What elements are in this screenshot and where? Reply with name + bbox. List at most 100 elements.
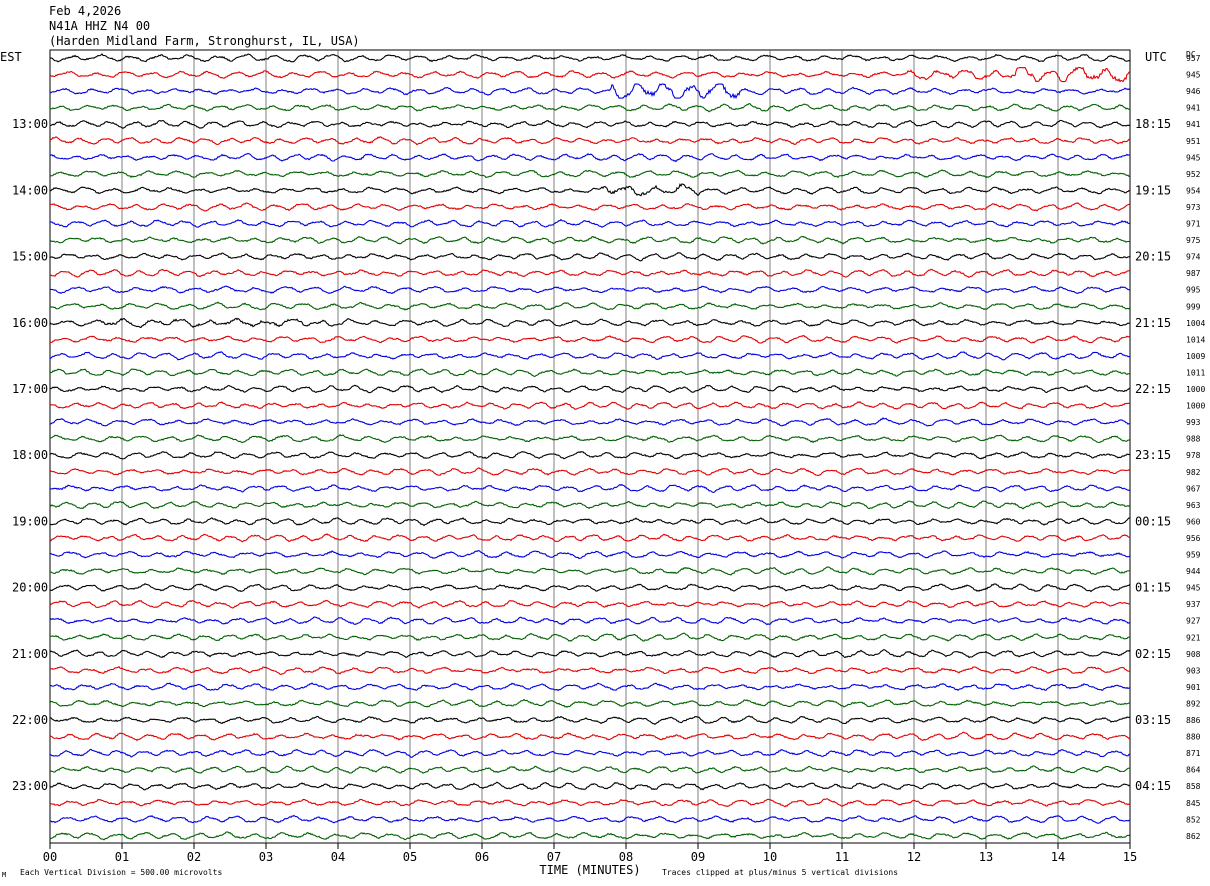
trace-line xyxy=(49,301,1131,311)
trace-line xyxy=(49,682,1131,692)
x-tick-label: 15 xyxy=(1123,850,1137,864)
trace-line xyxy=(49,152,1131,163)
dc-value: 957 xyxy=(1186,54,1201,63)
trace-line xyxy=(49,169,1131,179)
dc-value: 871 xyxy=(1186,749,1201,758)
trace-line xyxy=(49,550,1131,560)
dc-value: 951 xyxy=(1186,137,1201,146)
trace-line xyxy=(49,748,1131,758)
header-station: N41A HHZ N4 00 xyxy=(49,19,151,33)
dc-value: 862 xyxy=(1186,832,1201,841)
trace-line xyxy=(49,649,1131,659)
trace-line xyxy=(49,218,1131,229)
trace-line xyxy=(49,798,1131,808)
dc-value: 1014 xyxy=(1186,335,1205,344)
trace-line xyxy=(49,500,1131,510)
trace-line xyxy=(49,467,1131,477)
dc-value: 1000 xyxy=(1186,402,1205,411)
right-hour-label: 20:15 xyxy=(1135,250,1171,264)
trace-line xyxy=(49,483,1131,494)
right-hour-label: 22:15 xyxy=(1135,382,1171,396)
dc-value: 903 xyxy=(1186,666,1201,675)
trace-line xyxy=(49,781,1131,791)
dc-value: 880 xyxy=(1186,733,1201,742)
x-tick-label: 05 xyxy=(403,850,417,864)
trace-line xyxy=(49,632,1131,642)
plot-frame xyxy=(49,49,1131,844)
left-hour-label: 23:00 xyxy=(12,779,48,793)
dc-value: 901 xyxy=(1186,683,1201,692)
x-tick-label: 03 xyxy=(259,850,273,864)
dc-value: 973 xyxy=(1186,203,1201,212)
trace-line xyxy=(49,533,1131,543)
trace-line xyxy=(49,202,1131,212)
dc-value: 941 xyxy=(1186,104,1201,113)
trace-line xyxy=(49,517,1131,527)
dc-value: 945 xyxy=(1186,584,1201,593)
trace-line xyxy=(49,285,1131,295)
trace-line xyxy=(50,53,1131,63)
trace-line xyxy=(49,317,1131,329)
dc-value: 845 xyxy=(1186,799,1201,808)
left-hour-label: 22:00 xyxy=(12,713,48,727)
trace-line xyxy=(49,434,1131,444)
dc-value: 941 xyxy=(1186,120,1201,129)
x-tick-label: 04 xyxy=(331,850,345,864)
right-axis-label: UTC xyxy=(1145,50,1167,64)
dc-value: 974 xyxy=(1186,253,1201,262)
x-tick-label: 14 xyxy=(1051,850,1065,864)
left-hour-label: 19:00 xyxy=(12,514,48,528)
dc-value: 975 xyxy=(1186,236,1201,245)
trace-line xyxy=(49,136,1131,146)
trace-line xyxy=(49,103,1131,113)
x-tick-label: 13 xyxy=(979,850,993,864)
dc-value: 954 xyxy=(1186,186,1201,195)
trace-line xyxy=(49,351,1131,361)
trace-line xyxy=(49,698,1131,708)
dc-value: 1011 xyxy=(1186,368,1205,377)
trace-line xyxy=(49,831,1131,841)
header-location: (Harden Midland Farm, Stronghurst, IL, U… xyxy=(49,34,360,48)
left-hour-label: 17:00 xyxy=(12,382,48,396)
x-tick-label: 00 xyxy=(43,850,57,864)
trace-line xyxy=(49,251,1131,262)
footer-scale-note: Each Vertical Division = 500.00 microvol… xyxy=(20,868,222,877)
right-hour-label: 23:15 xyxy=(1135,448,1171,462)
dc-value: 999 xyxy=(1186,302,1201,311)
dc-value: 987 xyxy=(1186,269,1201,278)
dc-value: 886 xyxy=(1186,716,1201,725)
x-tick-label: 08 xyxy=(619,850,633,864)
trace-line xyxy=(49,599,1131,609)
right-hour-label: 01:15 xyxy=(1135,581,1171,595)
left-hour-label: 14:00 xyxy=(12,183,48,197)
right-hour-label: 18:15 xyxy=(1135,117,1171,131)
right-hour-label: 19:15 xyxy=(1135,183,1171,197)
dc-value: 945 xyxy=(1186,153,1201,162)
right-hour-label: 03:15 xyxy=(1135,713,1171,727)
trace-line xyxy=(49,417,1131,427)
x-tick-label: 10 xyxy=(763,850,777,864)
right-hour-label: 02:15 xyxy=(1135,647,1171,661)
trace-line xyxy=(49,814,1131,824)
left-hour-label: 21:00 xyxy=(12,647,48,661)
dc-value: 1004 xyxy=(1186,319,1205,328)
dc-value: 956 xyxy=(1186,534,1201,543)
trace-line xyxy=(49,83,1131,100)
dc-value: 995 xyxy=(1186,286,1201,295)
dc-value: 959 xyxy=(1186,551,1201,560)
trace-line xyxy=(49,119,1131,129)
left-hour-label: 15:00 xyxy=(12,250,48,264)
trace-line xyxy=(49,268,1131,279)
header-date: Feb 4,2026 xyxy=(49,4,122,18)
dc-value: 963 xyxy=(1186,501,1201,510)
dc-value: 921 xyxy=(1186,633,1201,642)
dc-value: 908 xyxy=(1186,650,1201,659)
trace-line xyxy=(49,367,1131,377)
dc-value: 858 xyxy=(1186,782,1201,791)
trace-line xyxy=(49,582,1131,593)
dc-label: DC xyxy=(1186,50,1196,59)
x-tick-label: 02 xyxy=(187,850,201,864)
dc-value: 946 xyxy=(1186,87,1201,96)
x-tick-label: 07 xyxy=(547,850,561,864)
trace-line xyxy=(49,66,1131,83)
